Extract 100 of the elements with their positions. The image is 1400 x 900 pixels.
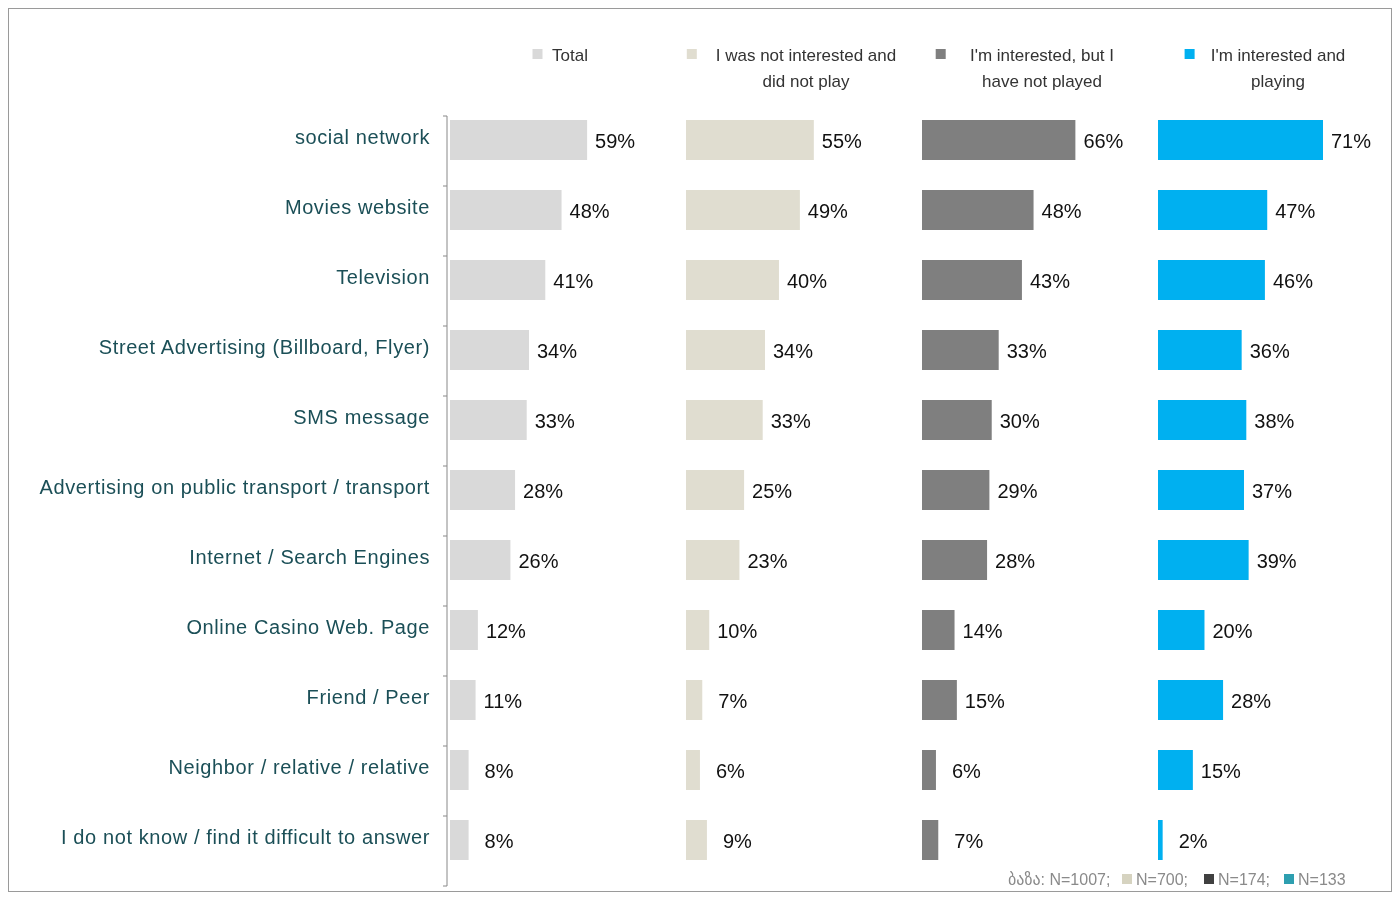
y-tick-label: I do not know / find it difficult to answer	[61, 826, 430, 848]
bar	[922, 820, 939, 860]
legend-label: I'm interested and playing	[1210, 46, 1346, 91]
data-label: 25%	[752, 480, 793, 502]
data-label: 8%	[484, 830, 514, 852]
data-label: 36%	[1249, 340, 1290, 362]
bar	[686, 610, 710, 650]
bar	[922, 470, 990, 510]
bar	[450, 540, 511, 580]
bar	[686, 190, 800, 230]
y-tick-label: Neighbor / relative / relative	[168, 756, 430, 778]
bar	[1158, 470, 1244, 510]
bar	[922, 540, 988, 580]
data-label: 7%	[954, 830, 984, 852]
data-label: 6%	[951, 760, 982, 782]
y-tick-label: Online Casino Web. Page	[186, 616, 430, 638]
data-label: 28%	[1231, 690, 1272, 712]
bar	[686, 750, 700, 790]
data-label: 2%	[1178, 830, 1208, 852]
data-label: 15%	[964, 690, 1006, 712]
bar	[450, 680, 476, 720]
data-label: 7%	[718, 690, 748, 712]
annotation: N=174;	[1218, 871, 1271, 888]
annotation: N=133	[1298, 871, 1346, 888]
bar	[1158, 540, 1249, 580]
data-label: 23%	[747, 550, 788, 572]
data-label: 30%	[999, 410, 1040, 432]
y-tick-label: SMS message	[293, 406, 430, 428]
y-tick-label: Friend / Peer	[306, 686, 430, 708]
data-label: 38%	[1254, 410, 1295, 432]
data-label: 20%	[1212, 620, 1253, 642]
data-label: 41%	[553, 270, 594, 292]
data-label: 33%	[534, 410, 575, 432]
annotation: N=700;	[1136, 871, 1189, 888]
data-label: 34%	[537, 340, 578, 362]
data-label: 28%	[995, 550, 1036, 572]
y-tick-label: Street Advertising (Billboard, Flyer)	[98, 336, 430, 358]
bar	[1158, 330, 1242, 370]
y-tick-label: Movies website	[284, 196, 430, 218]
data-label: 26%	[518, 550, 559, 572]
bar	[686, 470, 745, 510]
data-label: 6%	[715, 760, 746, 782]
bar	[686, 330, 766, 370]
bar	[450, 190, 562, 230]
data-label: 15%	[1200, 760, 1242, 782]
data-label: 39%	[1256, 550, 1297, 572]
bar	[450, 820, 469, 860]
bar	[686, 260, 779, 300]
bar	[1158, 190, 1268, 230]
data-label: 8%	[484, 760, 514, 782]
data-label: 55%	[821, 130, 863, 152]
bar	[1158, 400, 1247, 440]
bar	[922, 330, 999, 370]
data-label: 40%	[786, 270, 828, 292]
data-label: 11%	[483, 690, 523, 712]
legend-label: Total	[552, 46, 588, 65]
bar	[450, 470, 516, 510]
bar	[686, 540, 740, 580]
bar	[450, 750, 469, 790]
data-label: 48%	[569, 200, 610, 222]
data-label: 34%	[773, 340, 814, 362]
bar	[922, 260, 1022, 300]
data-label: 29%	[997, 480, 1038, 502]
data-label: 33%	[770, 410, 811, 432]
data-label: 48%	[1041, 200, 1082, 222]
bar	[450, 610, 478, 650]
annotation: ბაზა: N=1007;	[1008, 871, 1111, 888]
data-label: 9%	[722, 830, 753, 852]
bar	[686, 820, 707, 860]
bar	[450, 260, 546, 300]
data-label: 46%	[1272, 270, 1314, 292]
data-label: 28%	[523, 480, 564, 502]
bar	[922, 680, 957, 720]
bar	[686, 680, 703, 720]
bar	[450, 400, 527, 440]
bar	[922, 610, 955, 650]
y-tick-label: Internet / Search Engines	[189, 546, 430, 568]
y-tick-label: Television	[336, 266, 430, 288]
bar	[922, 400, 992, 440]
bar	[922, 120, 1076, 160]
bar	[1158, 750, 1193, 790]
data-label: 12%	[485, 620, 527, 642]
data-label: 43%	[1029, 270, 1071, 292]
data-label: 33%	[1006, 340, 1047, 362]
data-label: 59%	[595, 130, 636, 152]
legend-label: I'm interested, but I have not played	[969, 46, 1115, 91]
data-label: 66%	[1083, 130, 1124, 152]
y-tick-label: Advertising on public transport / transport	[39, 476, 430, 498]
data-label: 47%	[1275, 200, 1316, 222]
bar	[450, 120, 588, 160]
y-tick-label: social network	[294, 126, 431, 148]
bar	[1158, 610, 1205, 650]
data-label: 49%	[807, 200, 849, 222]
bar	[922, 750, 936, 790]
bar	[1158, 120, 1323, 160]
bar	[1158, 820, 1163, 860]
bar	[686, 120, 814, 160]
data-label: 10%	[717, 620, 758, 642]
bar	[922, 190, 1034, 230]
bar	[1158, 680, 1224, 720]
